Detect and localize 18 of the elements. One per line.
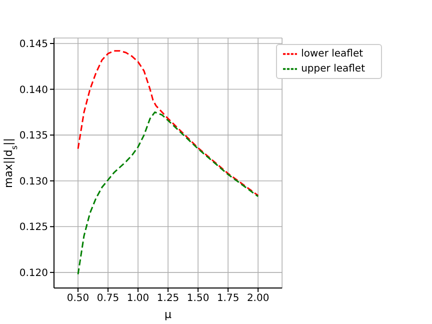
y-tick-label: 0.135 <box>19 130 48 142</box>
x-tick-label: 0.50 <box>66 293 90 304</box>
y-tick-label: 0.120 <box>19 268 48 279</box>
y-tick-label: 0.125 <box>19 222 48 234</box>
line-series <box>77 50 259 196</box>
x-tick-label: 0.75 <box>96 293 120 304</box>
x-tick-label: 1.25 <box>156 293 180 304</box>
y-tick-label: 0.130 <box>19 176 48 188</box>
x-axis-title: μ <box>164 308 172 321</box>
line-series <box>77 111 259 276</box>
x-tick-label: 2.00 <box>246 293 270 304</box>
legend-label: upper leaflet <box>301 63 365 74</box>
y-tick-label: 0.140 <box>19 84 48 96</box>
y-tick-label: 0.145 <box>19 39 48 50</box>
x-tick-label: 1.50 <box>186 293 210 304</box>
x-tick-label: 1.75 <box>216 293 240 304</box>
x-tick-label: 1.00 <box>126 293 150 304</box>
legend-label: lower leaflet <box>301 48 364 60</box>
